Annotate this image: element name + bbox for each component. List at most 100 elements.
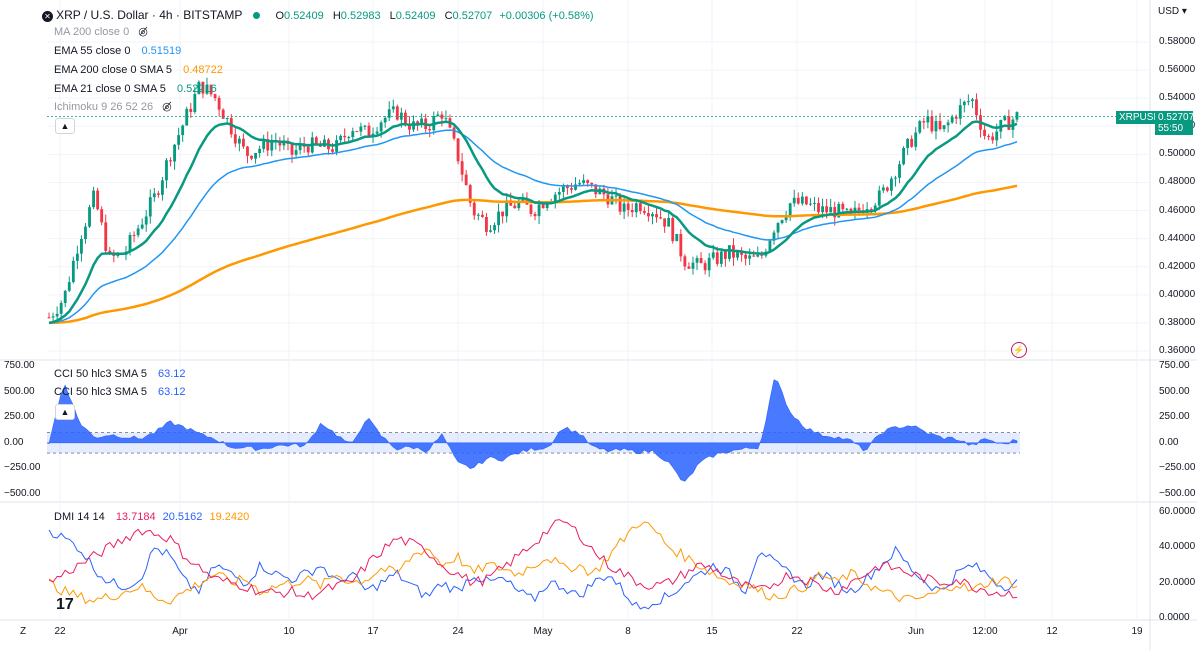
currency-button[interactable]: USD ▾ bbox=[1158, 6, 1187, 17]
candle-body bbox=[92, 190, 95, 208]
collapse-legend-button[interactable]: ▲ bbox=[55, 118, 75, 134]
candle-body bbox=[152, 193, 156, 198]
hidden-eye-icon[interactable]: ◎̸ bbox=[138, 26, 148, 38]
time-tick-label: 19 bbox=[1131, 626, 1143, 637]
legend-ma200[interactable]: MA 200 close 0 ◎̸ bbox=[54, 26, 148, 39]
hidden-eye-icon[interactable]: ◎̸ bbox=[162, 101, 172, 113]
candle-body bbox=[229, 118, 233, 135]
legend-cci-1[interactable]: CCI 50 hlc3 SMA 5 63.12 bbox=[54, 368, 186, 381]
time-tick-label: Jun bbox=[907, 626, 925, 637]
candle-body bbox=[254, 153, 257, 159]
legend-dmi[interactable]: DMI 14 14 13.7184 20.5162 19.2420 bbox=[54, 511, 249, 524]
candle-body bbox=[233, 134, 237, 144]
candle-body bbox=[225, 118, 229, 120]
legend-ema55-label: EMA 55 close 0 bbox=[54, 45, 131, 57]
dmi-tick-label: 60.0000 bbox=[1159, 506, 1196, 517]
candle-body bbox=[294, 150, 298, 155]
candle-body bbox=[221, 109, 225, 119]
candle-body bbox=[715, 252, 719, 264]
candle-body bbox=[950, 117, 954, 123]
candle-body bbox=[906, 138, 910, 149]
adx-line bbox=[48, 519, 1018, 601]
candle-body bbox=[667, 217, 671, 227]
candle-body bbox=[890, 178, 893, 191]
cci-tick-label-left: 750.00 bbox=[4, 360, 35, 371]
candle-body bbox=[173, 144, 176, 162]
candle-body bbox=[306, 146, 310, 153]
candle-body bbox=[59, 302, 63, 314]
candle-body bbox=[148, 197, 152, 217]
legend-ema21[interactable]: EMA 21 close 0 SMA 5 0.52216 bbox=[54, 83, 217, 96]
candle-body bbox=[711, 252, 715, 258]
time-tick-label: 22 bbox=[54, 626, 66, 637]
candle-body bbox=[663, 218, 667, 227]
legend-ma200-label: MA 200 close 0 bbox=[54, 26, 130, 38]
candle-body bbox=[829, 207, 833, 213]
candle-body bbox=[845, 208, 849, 210]
price-tick-label: 0.54000 bbox=[1159, 92, 1196, 104]
candle-body bbox=[505, 200, 509, 217]
candle-body bbox=[873, 205, 877, 210]
collapse-cci-legend-button[interactable]: ▲ bbox=[55, 404, 75, 420]
legend-dmi-label: DMI 14 14 bbox=[54, 511, 105, 523]
candle-body bbox=[699, 258, 703, 264]
chevron-down-icon: ▾ bbox=[1181, 6, 1187, 17]
price-tick-label: 0.42000 bbox=[1159, 260, 1196, 272]
candle-body bbox=[169, 160, 172, 162]
candle-body bbox=[1015, 112, 1019, 120]
candle-body bbox=[768, 240, 772, 252]
legend-ema55[interactable]: EMA 55 close 0 0.51519 bbox=[54, 45, 181, 58]
candle-body bbox=[213, 94, 217, 99]
dmi-tick-label: 0.0000 bbox=[1159, 612, 1190, 623]
legend-ichimoku[interactable]: Ichimoku 9 26 52 26 ◎̸ bbox=[54, 101, 172, 114]
candle-body bbox=[626, 203, 630, 210]
cci-tick-label: −500.00 bbox=[1159, 488, 1196, 499]
zoom-button[interactable]: Z bbox=[20, 626, 26, 637]
candle-body bbox=[67, 282, 71, 291]
candle-body bbox=[428, 129, 432, 131]
cci-tick-label: 0.00 bbox=[1159, 436, 1179, 448]
candle-body bbox=[480, 214, 484, 218]
candle-body bbox=[744, 254, 748, 259]
symbol-price-tag: XRPUSD bbox=[1116, 111, 1161, 124]
time-tick-label: 8 bbox=[625, 626, 631, 637]
symbol-title[interactable]: XRP / U.S. Dollar · 4h · BITSTAMP bbox=[56, 8, 243, 22]
candle-body bbox=[914, 132, 918, 147]
price-tick-label: 0.46000 bbox=[1159, 204, 1196, 216]
candle-body bbox=[975, 99, 978, 116]
candle-body bbox=[533, 213, 537, 217]
close-symbol-icon[interactable]: ✕ bbox=[42, 11, 53, 22]
time-tick-label: 12:00 bbox=[972, 626, 998, 637]
candle-body bbox=[586, 180, 590, 183]
candle-body bbox=[100, 209, 104, 223]
candle-body bbox=[971, 99, 974, 102]
candle-body bbox=[472, 202, 476, 216]
candle-body bbox=[367, 125, 371, 136]
candle-body bbox=[359, 126, 363, 132]
candle-body bbox=[691, 262, 695, 269]
cci-tick-label-left: 0.00 bbox=[4, 436, 24, 448]
candle-body bbox=[63, 290, 67, 303]
candle-body bbox=[201, 81, 205, 94]
candle-body bbox=[833, 207, 837, 218]
candle-body bbox=[541, 204, 545, 209]
candle-body bbox=[185, 108, 189, 126]
candle-body bbox=[144, 216, 148, 225]
flash-alert-icon[interactable]: ⚡ bbox=[1011, 342, 1027, 358]
candle-body bbox=[161, 180, 164, 195]
ema21-line bbox=[48, 120, 1018, 325]
time-tick-label: Apr bbox=[172, 626, 188, 637]
candle-body bbox=[55, 313, 59, 317]
candle-body bbox=[922, 121, 926, 123]
candle-body bbox=[47, 317, 51, 319]
candle-body bbox=[250, 155, 253, 159]
candle-body bbox=[51, 316, 55, 318]
candle-body bbox=[772, 232, 776, 241]
legend-ema200[interactable]: EMA 200 close 0 SMA 5 0.48722 bbox=[54, 64, 223, 77]
price-tick-label: 0.50000 bbox=[1159, 148, 1196, 160]
candle-body bbox=[104, 222, 108, 251]
low-label: L bbox=[389, 10, 396, 22]
candle-body bbox=[355, 131, 359, 133]
legend-cci-2[interactable]: CCI 50 hlc3 SMA 5 63.12 bbox=[54, 386, 186, 399]
